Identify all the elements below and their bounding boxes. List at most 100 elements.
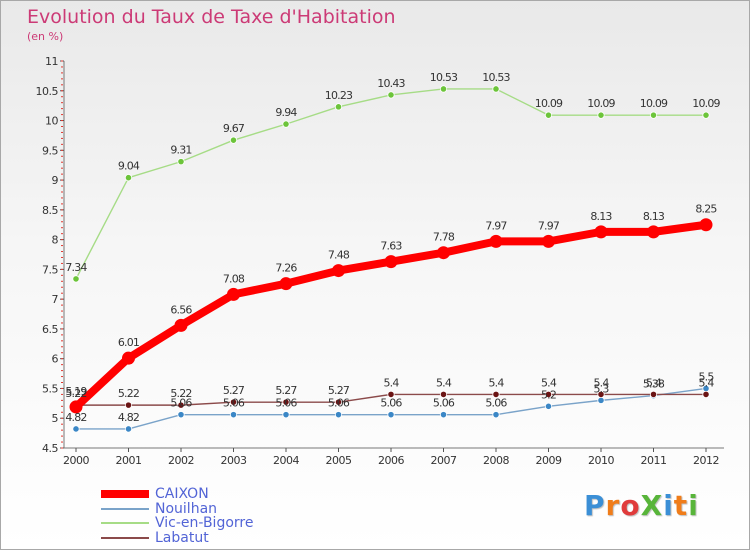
legend-item: Nouilhan [101,502,253,517]
data-point-nouilhan [72,425,80,433]
data-point-labatut [702,390,710,399]
data-point-vic-en-bigorre [387,91,395,99]
data-label-caixon: 7.63 [380,240,402,253]
data-label-vic-en-bigorre: 9.94 [275,106,297,119]
data-label-labatut: 5.4 [488,376,504,389]
y-tick-label: 10 [45,115,58,128]
data-label-vic-en-bigorre: 10.09 [535,97,563,110]
data-point-nouilhan [544,402,553,410]
data-point-vic-en-bigorre [229,136,238,144]
data-point-caixon [489,234,503,248]
data-label-nouilhan: 5.38 [643,378,665,391]
proxiti-logo: ProXiti [584,489,699,522]
legend-item: CAIXON [101,487,253,502]
data-label-labatut: 5.27 [275,384,297,397]
data-point-vic-en-bigorre [334,103,343,111]
data-label-nouilhan: 4.82 [118,411,139,424]
data-point-labatut [229,398,238,406]
x-tick-label: 2004 [273,454,299,467]
data-point-vic-en-bigorre [544,111,553,119]
data-label-caixon: 8.13 [590,210,612,223]
data-label-nouilhan: 5.06 [328,397,350,410]
y-tick-label: 10.5 [36,85,59,98]
y-tick-label: 5 [52,412,59,425]
data-label-labatut: 5.22 [118,387,139,400]
legend-item: Labatut [101,531,253,546]
data-label-caixon: 7.48 [328,249,350,262]
data-point-labatut [334,398,343,406]
logo-letter: P [584,489,606,522]
data-label-labatut: 5.4 [698,376,714,389]
data-point-labatut [439,390,448,399]
data-label-nouilhan: 5.06 [275,397,297,410]
data-label-vic-en-bigorre: 7.34 [65,261,87,274]
data-point-nouilhan [177,411,185,419]
data-label-labatut: 5.4 [436,376,452,389]
data-label-labatut: 5.27 [328,384,350,397]
data-label-caixon: 8.13 [643,210,665,223]
data-point-vic-en-bigorre [124,174,133,182]
data-label-vic-en-bigorre: 9.31 [170,144,191,157]
data-point-nouilhan [439,411,448,419]
data-point-nouilhan [124,425,133,433]
x-tick-label: 2011 [641,454,667,467]
data-label-nouilhan: 5.3 [593,382,609,395]
x-tick-label: 2010 [588,454,614,467]
data-point-labatut [124,401,133,409]
data-point-nouilhan [334,411,343,419]
data-label-nouilhan: 4.82 [65,411,86,424]
data-label-caixon: 8.25 [695,203,717,216]
data-point-vic-en-bigorre [177,158,185,166]
data-label-caixon: 7.97 [485,219,507,232]
data-point-caixon [69,400,83,414]
y-tick-label: 8.5 [42,204,58,217]
x-tick-label: 2005 [326,454,352,467]
legend-swatch [101,490,149,499]
y-tick-label: 7 [52,293,59,306]
data-point-caixon [227,287,240,301]
data-label-labatut: 5.4 [593,376,609,389]
legend-swatch [101,536,149,539]
data-point-caixon [279,277,293,291]
data-point-labatut [649,390,658,399]
data-label-nouilhan: 5.06 [170,397,192,410]
data-point-labatut [597,390,605,399]
data-point-caixon [594,225,608,239]
logo-letter: t [673,489,689,522]
data-label-caixon: 6.56 [170,303,192,316]
data-point-caixon [384,255,398,269]
data-label-labatut: 5.4 [541,376,557,389]
data-point-caixon [437,246,450,260]
data-label-vic-en-bigorre: 10.23 [325,89,353,102]
data-label-vic-en-bigorre: 10.53 [482,71,510,84]
legend-swatch [101,522,149,525]
data-point-vic-en-bigorre [492,85,500,93]
data-point-nouilhan [282,411,290,419]
y-tick-label: 4.5 [42,442,58,455]
data-point-vic-en-bigorre [649,111,658,119]
data-label-caixon: 7.08 [223,272,245,285]
data-point-vic-en-bigorre [702,111,710,119]
data-label-vic-en-bigorre: 9.67 [223,122,245,135]
y-tick-label: 8 [52,234,59,247]
data-label-vic-en-bigorre: 10.09 [587,97,615,110]
data-label-vic-en-bigorre: 10.09 [640,97,668,110]
data-label-caixon: 5.19 [65,385,87,398]
data-label-caixon: 7.97 [538,219,560,232]
data-point-nouilhan [229,411,238,419]
legend-swatch [101,507,149,510]
data-label-vic-en-bigorre: 10.09 [692,97,720,110]
data-point-labatut [282,398,290,406]
x-tick-label: 2002 [168,454,194,467]
chart-title: Evolution du Taux de Taxe d'Habitation [27,6,396,28]
y-tick-label: 6.5 [42,323,58,336]
logo-letter: o [620,489,641,522]
data-point-caixon [332,264,345,278]
data-point-labatut [387,390,395,399]
data-point-nouilhan [492,411,500,419]
data-label-vic-en-bigorre: 10.43 [377,77,405,90]
data-label-nouilhan: 5.06 [485,397,507,410]
x-tick-label: 2006 [378,454,404,467]
